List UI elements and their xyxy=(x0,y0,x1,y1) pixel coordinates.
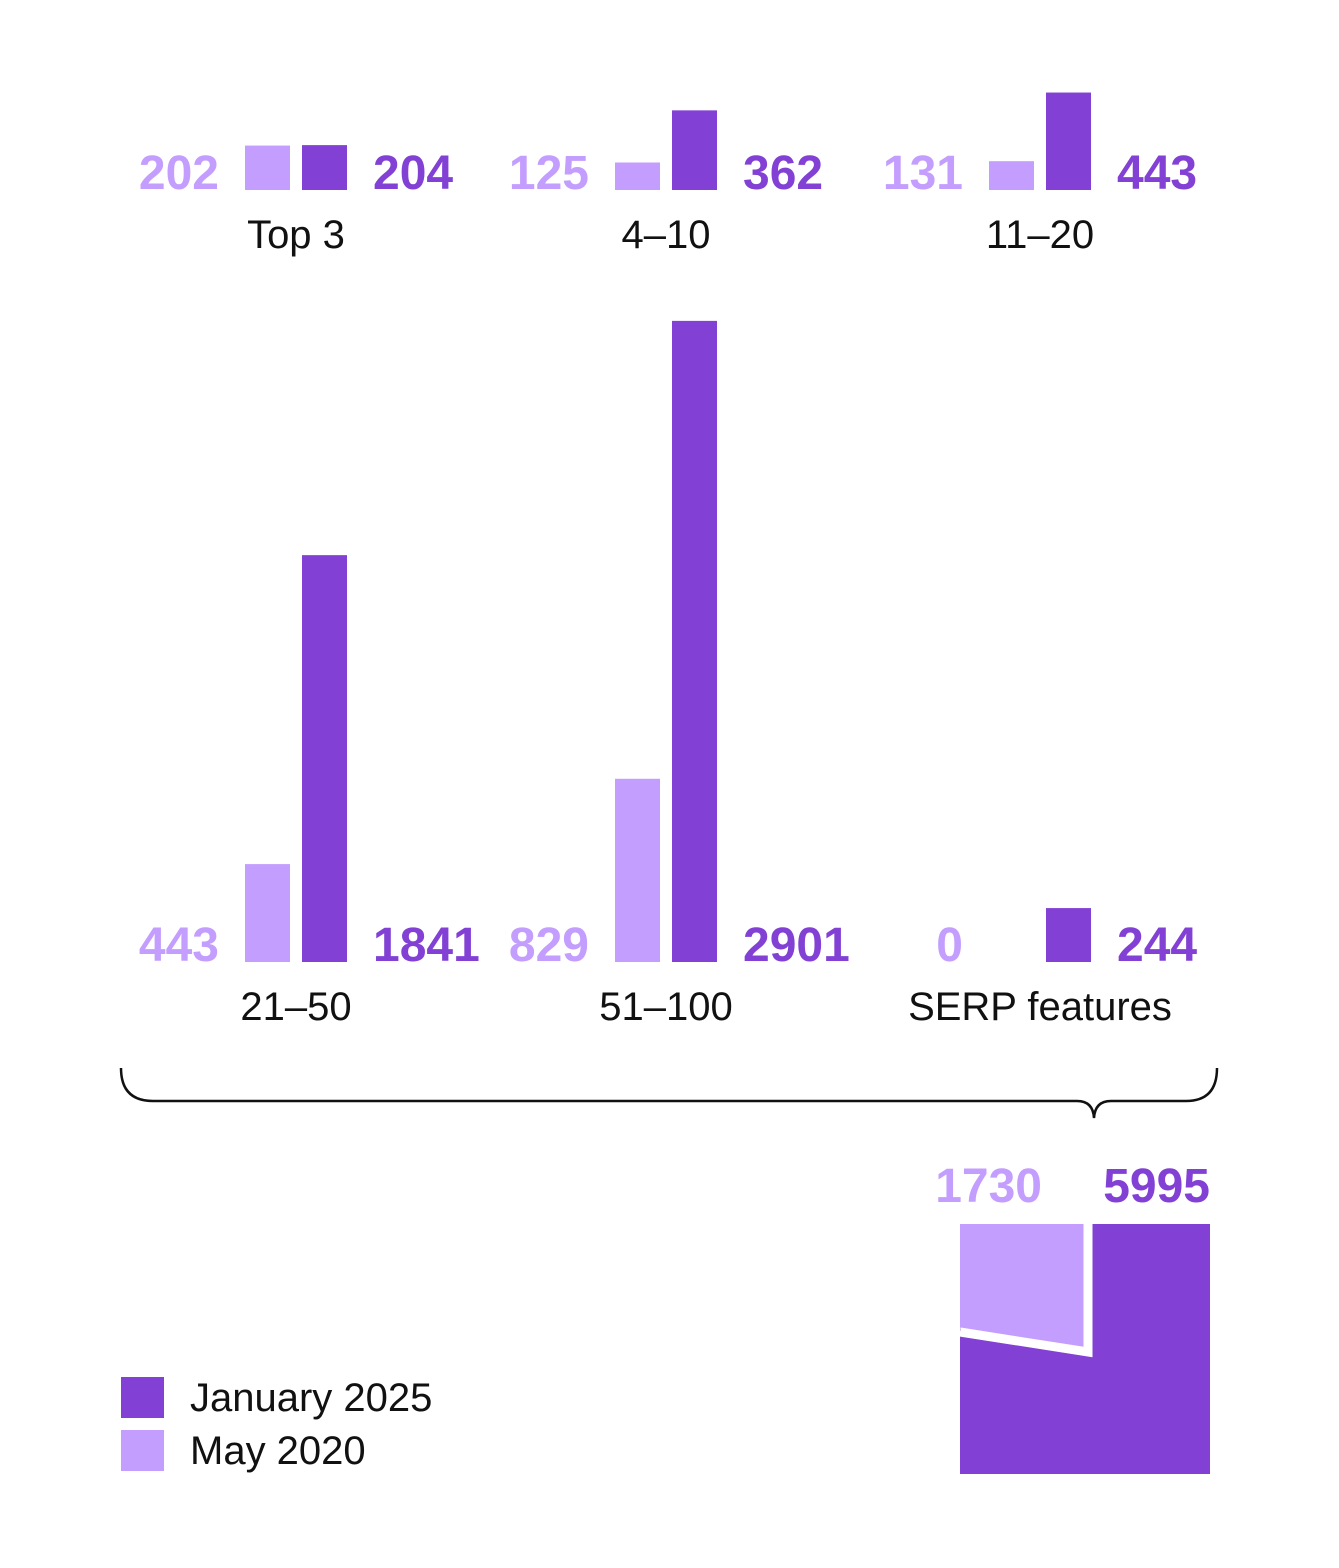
category-label: Top 3 xyxy=(247,213,345,257)
bar-january-2025 xyxy=(1046,92,1091,190)
bar-may-2020 xyxy=(989,161,1034,190)
value-label-may-2020: 131 xyxy=(883,147,963,200)
value-label-may-2020: 443 xyxy=(139,919,219,972)
bar-january-2025 xyxy=(672,320,717,962)
bars-layer xyxy=(245,92,1091,962)
value-label-january-2025: 1841 xyxy=(373,919,480,972)
bar-january-2025 xyxy=(1046,908,1091,962)
bar-january-2025 xyxy=(672,110,717,190)
total-bar-may-2020 xyxy=(960,1224,1085,1349)
bar-may-2020 xyxy=(245,864,290,962)
total-label-january-2025: 5995 xyxy=(1103,1160,1210,1213)
bar-may-2020 xyxy=(615,162,660,190)
total-label-may-2020: 1730 xyxy=(935,1160,1042,1213)
category-label: 11–20 xyxy=(986,213,1094,257)
bar-january-2025 xyxy=(302,555,347,962)
bar-may-2020 xyxy=(615,778,660,962)
legend-label: January 2025 xyxy=(190,1376,432,1420)
total-divider xyxy=(959,1224,1093,1358)
value-label-may-2020: 0 xyxy=(936,919,963,972)
value-label-january-2025: 244 xyxy=(1117,919,1197,972)
value-label-january-2025: 2901 xyxy=(743,919,850,972)
bar-january-2025 xyxy=(302,145,347,190)
value-label-january-2025: 204 xyxy=(373,147,453,200)
legend-swatch xyxy=(121,1430,164,1471)
total-layer: 1730 5995 xyxy=(935,1160,1210,1474)
legend-swatch xyxy=(121,1377,164,1418)
category-label: 4–10 xyxy=(622,213,711,257)
legend-layer: January 2025 May 2020 xyxy=(121,1376,432,1473)
bar-may-2020 xyxy=(245,145,290,190)
labels-layer: 202 204 Top 3 125 362 4–10 131 443 11–20 443 1841 2… xyxy=(139,147,1197,1029)
value-label-january-2025: 362 xyxy=(743,147,823,200)
value-label-may-2020: 829 xyxy=(509,919,589,972)
total-brace xyxy=(119,1067,1219,1119)
value-label-may-2020: 125 xyxy=(509,147,589,200)
category-label: 21–50 xyxy=(240,985,351,1029)
value-label-january-2025: 443 xyxy=(1117,147,1197,200)
category-label: SERP features xyxy=(908,985,1172,1029)
legend-label: May 2020 xyxy=(190,1429,366,1473)
category-label: 51–100 xyxy=(599,985,732,1029)
value-label-may-2020: 202 xyxy=(139,147,219,200)
